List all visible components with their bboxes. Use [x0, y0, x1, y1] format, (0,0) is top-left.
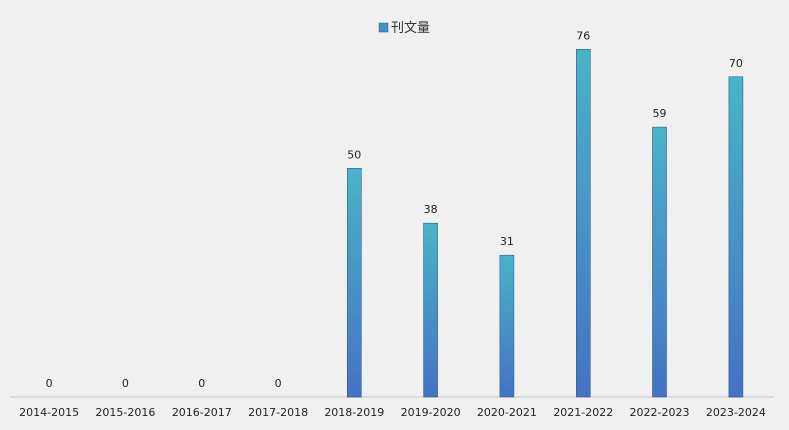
legend-swatch [378, 22, 389, 33]
bar-2022-2023 [652, 126, 667, 398]
legend: 刊文量 [378, 21, 430, 36]
bars [346, 48, 744, 398]
bar-2021-2022 [575, 48, 591, 398]
x-tick-label-2022-2023: 2022-2023 [630, 406, 690, 419]
data-label-2020-2021: 31 [500, 235, 514, 248]
data-label-2023-2024: 70 [729, 57, 743, 70]
bar-2020-2021 [499, 254, 515, 398]
x-tick-label-2016-2017: 2016-2017 [172, 406, 232, 419]
data-label-2017-2018: 0 [275, 377, 282, 390]
x-tick-label-2021-2022: 2021-2022 [553, 406, 613, 419]
x-tick-label-2014-2015: 2014-2015 [19, 406, 79, 419]
x-tick-label-2019-2020: 2019-2020 [401, 406, 461, 419]
bar-2018-2019 [346, 168, 362, 398]
data-label-2015-2016: 0 [122, 377, 129, 390]
data-label-2019-2020: 38 [424, 203, 438, 216]
data-label-2021-2022: 76 [576, 29, 590, 42]
x-tick-label-2020-2021: 2020-2021 [477, 406, 537, 419]
x-tick-labels: 2014-2015 2015-2016 2016-2017 2017-2018 2018… [19, 406, 766, 419]
x-tick-label-2023-2024: 2023-2024 [706, 406, 766, 419]
data-label-2014-2015: 0 [46, 377, 53, 390]
x-tick-label-2017-2018: 2017-2018 [248, 406, 308, 419]
x-tick-label-2018-2019: 2018-2019 [324, 406, 384, 419]
bar-2019-2020 [423, 222, 438, 398]
data-label-2022-2023: 59 [653, 107, 667, 120]
x-tick-label-2015-2016: 2015-2016 [95, 406, 155, 419]
legend-label: 刊文量 [391, 21, 430, 36]
data-label-2016-2017: 0 [198, 377, 205, 390]
data-labels: 0 0 0 0 50 38 31 76 59 70 [46, 29, 743, 390]
bar-2023-2024 [728, 76, 744, 398]
data-label-2018-2019: 50 [347, 148, 361, 161]
